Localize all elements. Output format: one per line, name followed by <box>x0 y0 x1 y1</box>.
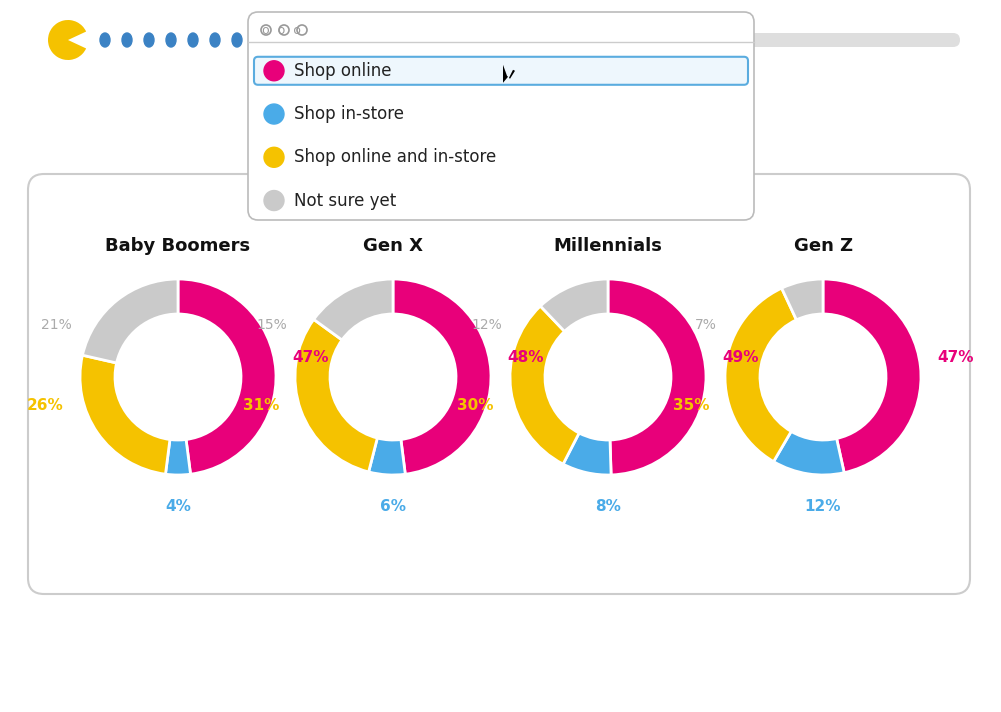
Ellipse shape <box>166 33 176 47</box>
Text: Shop online: Shop online <box>294 62 391 80</box>
Wedge shape <box>823 279 921 473</box>
Text: 35%: 35% <box>673 397 709 412</box>
Text: o  o  o: o o o <box>262 23 301 36</box>
Ellipse shape <box>408 33 418 47</box>
Circle shape <box>264 147 284 167</box>
Circle shape <box>264 104 284 124</box>
Wedge shape <box>48 20 86 60</box>
FancyBboxPatch shape <box>28 174 970 594</box>
Ellipse shape <box>210 33 220 47</box>
Text: 30%: 30% <box>457 397 494 412</box>
Text: Baby Boomers: Baby Boomers <box>105 237 250 255</box>
Text: 7%: 7% <box>695 318 717 332</box>
Circle shape <box>331 315 455 439</box>
Text: 12%: 12% <box>471 318 502 332</box>
Wedge shape <box>608 279 706 475</box>
Ellipse shape <box>144 33 154 47</box>
Wedge shape <box>165 439 190 475</box>
Ellipse shape <box>298 33 308 47</box>
Ellipse shape <box>122 33 132 47</box>
Ellipse shape <box>254 33 264 47</box>
Text: 8%: 8% <box>595 499 621 514</box>
Wedge shape <box>295 320 377 472</box>
Wedge shape <box>368 438 405 475</box>
Circle shape <box>546 315 670 439</box>
Text: 21%: 21% <box>41 318 72 332</box>
Ellipse shape <box>430 33 440 47</box>
Text: 47%: 47% <box>937 350 974 365</box>
FancyBboxPatch shape <box>461 33 960 47</box>
Text: 47%: 47% <box>292 350 328 365</box>
Text: Millennials: Millennials <box>554 237 663 255</box>
Text: Shop online and in-store: Shop online and in-store <box>294 148 496 167</box>
Ellipse shape <box>320 33 330 47</box>
Text: Not sure yet: Not sure yet <box>294 192 396 209</box>
Wedge shape <box>393 279 491 474</box>
Text: 12%: 12% <box>805 499 841 514</box>
PathPatch shape <box>503 65 515 83</box>
Text: 26%: 26% <box>27 397 64 412</box>
Ellipse shape <box>342 33 352 47</box>
Wedge shape <box>178 279 276 474</box>
Text: 48%: 48% <box>507 350 544 365</box>
Text: 6%: 6% <box>380 499 406 514</box>
Text: Shop in-store: Shop in-store <box>294 105 404 123</box>
Ellipse shape <box>232 33 242 47</box>
Wedge shape <box>510 306 580 464</box>
Circle shape <box>264 191 284 211</box>
Text: 31%: 31% <box>242 397 279 412</box>
Text: 49%: 49% <box>722 350 759 365</box>
Wedge shape <box>541 279 608 331</box>
FancyBboxPatch shape <box>254 57 748 85</box>
Text: 15%: 15% <box>256 318 287 332</box>
Ellipse shape <box>276 33 286 47</box>
Ellipse shape <box>188 33 198 47</box>
Text: Gen X: Gen X <box>363 237 423 255</box>
Wedge shape <box>725 288 797 461</box>
Wedge shape <box>313 279 393 340</box>
Circle shape <box>761 315 885 439</box>
Circle shape <box>116 315 240 439</box>
Ellipse shape <box>364 33 374 47</box>
Ellipse shape <box>100 33 110 47</box>
Text: Gen Z: Gen Z <box>794 237 853 255</box>
Wedge shape <box>774 431 844 475</box>
FancyBboxPatch shape <box>248 12 754 220</box>
Wedge shape <box>782 279 823 320</box>
Wedge shape <box>564 433 611 475</box>
Text: 4%: 4% <box>165 499 191 514</box>
Ellipse shape <box>386 33 396 47</box>
Circle shape <box>264 61 284 80</box>
Wedge shape <box>80 355 170 474</box>
Wedge shape <box>82 279 178 363</box>
